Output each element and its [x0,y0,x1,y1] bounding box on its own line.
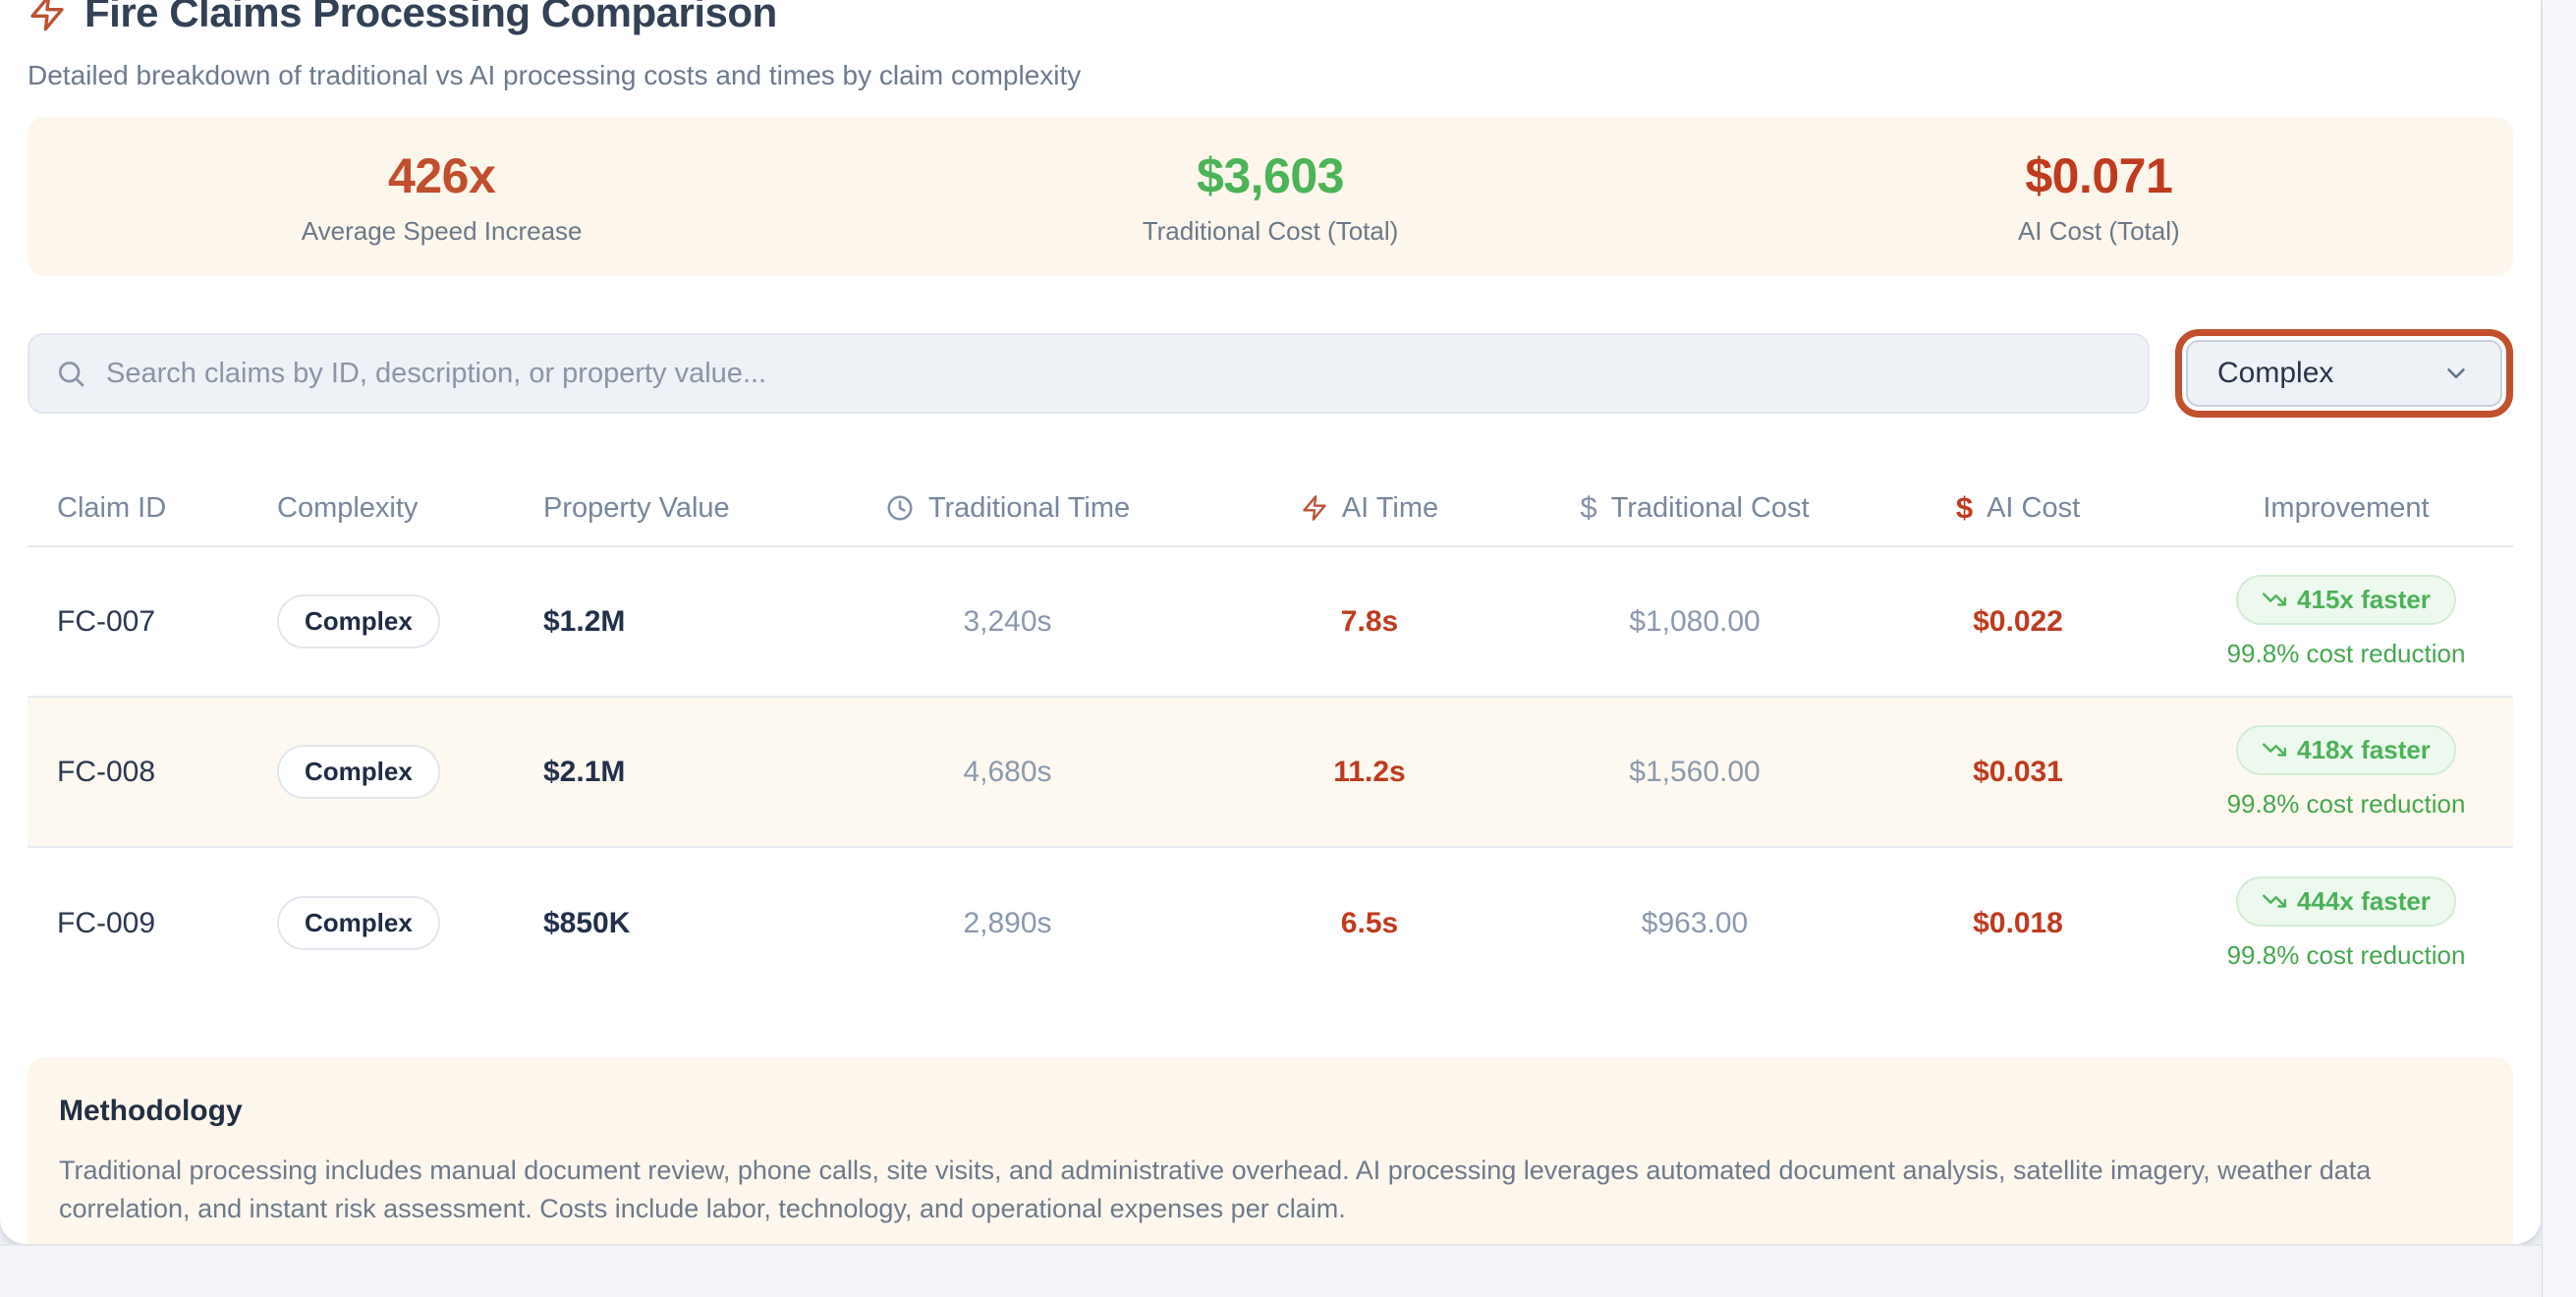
stat-label: AI Cost (Total) [2017,215,2180,246]
search-input[interactable] [106,357,2122,390]
ai-time-cell: 6.5s [1340,906,1399,939]
improvement-cell: 444x faster 99.8% cost reduction [2179,875,2513,971]
column-header-improvement: Improvement [2263,491,2430,524]
traditional-time-cell: 3,240s [963,604,1052,638]
main-card: Fire Claims Processing Comparison Detail… [0,0,2541,1244]
trending-down-icon [2263,743,2287,757]
property-value-cell: $850K [543,906,631,939]
zap-icon [1303,495,1326,521]
table-row: FC-007 Complex $1.2M 3,240s 7.8s $1,080.… [28,547,2513,698]
chevron-down-icon [2447,368,2465,378]
ai-time-cell: 7.8s [1340,604,1399,638]
column-header-claim-id: Claim ID [57,491,167,524]
ai-time-cell: 11.2s [1333,755,1406,788]
stat-ai-cost: $0.071 AI Cost (Total) [1685,147,2513,247]
zap-icon [30,0,64,31]
speed-badge: 418x faster [2236,724,2456,775]
speed-badge: 444x faster [2236,875,2456,927]
speed-badge-label: 415x faster [2297,584,2431,614]
traditional-cost-cell: $1,080.00 [1629,604,1761,638]
property-value-cell: $2.1M [543,755,626,788]
complexity-cell: Complex [253,594,514,648]
improvement-cell: 415x faster 99.8% cost reduction [2179,574,2513,669]
complexity-cell: Complex [253,745,514,799]
methodology-heading: Methodology [59,1095,243,1127]
column-header-property-value: Property Value [543,491,730,524]
cost-reduction-label: 99.8% cost reduction [2226,638,2466,668]
complexity-filter-focus-ring: Complex [2175,329,2513,418]
stat-value: 426x [388,147,496,203]
complexity-badge: Complex [277,594,440,648]
complexity-filter-select[interactable]: Complex [2186,340,2502,407]
stat-value: $0.071 [2025,147,2173,203]
controls-row: Complex [28,329,2513,418]
table-body: FC-007 Complex $1.2M 3,240s 7.8s $1,080.… [28,547,2513,998]
complexity-cell: Complex [253,896,514,950]
methodology-body: Traditional processing includes manual d… [59,1156,2372,1224]
property-value-cell: $1.2M [543,604,626,638]
traditional-time-cell: 2,890s [963,906,1052,939]
page-background [0,1244,2576,1297]
speed-badge: 415x faster [2236,574,2456,625]
search-icon [59,362,84,387]
scrollbar-track[interactable] [2542,0,2576,1297]
column-header-traditional-cost: $ Traditional Cost [1580,490,1810,525]
stat-speed-increase: 426x Average Speed Increase [28,147,856,247]
complexity-filter-value: Complex [2217,357,2334,389]
ai-cost-cell: $0.031 [1973,755,2063,788]
trending-down-icon [2263,894,2287,908]
methodology-card: Methodology Traditional processing inclu… [28,1057,2513,1244]
table-row: FC-008 Complex $2.1M 4,680s 11.2s $1,560… [28,698,2513,848]
trending-down-icon [2263,592,2287,606]
clock-icon [887,495,913,521]
column-header-traditional-time: Traditional Time [809,492,1206,525]
page-title: Fire Claims Processing Comparison [28,0,2513,36]
stat-traditional-cost: $3,603 Traditional Cost (Total) [856,147,1684,247]
table-row: FC-009 Complex $850K 2,890s 6.5s $963.00… [28,848,2513,998]
page-title-text: Fire Claims Processing Comparison [84,0,777,35]
claim-id-cell: FC-008 [57,755,156,788]
improvement-cell: 418x faster 99.8% cost reduction [2179,724,2513,819]
column-header-ai-time: AI Time [1206,492,1533,525]
traditional-time-cell: 4,680s [963,755,1052,788]
stat-value: $3,603 [1197,147,1344,203]
ai-cost-cell: $0.018 [1973,906,2063,939]
stats-banner: 426x Average Speed Increase $3,603 Tradi… [28,117,2513,276]
claim-id-cell: FC-007 [57,604,156,638]
claim-id-cell: FC-009 [57,906,156,939]
cost-reduction-label: 99.8% cost reduction [2226,939,2466,970]
cost-reduction-label: 99.8% cost reduction [2226,788,2466,818]
traditional-cost-cell: $963.00 [1641,906,1749,939]
speed-badge-label: 418x faster [2297,734,2431,764]
column-header-complexity: Complexity [277,491,419,524]
speed-badge-label: 444x faster [2297,885,2431,916]
search-box[interactable] [28,333,2150,414]
complexity-badge: Complex [277,745,440,799]
dollar-icon: $ [1580,490,1597,525]
stat-label: Average Speed Increase [301,215,583,246]
stat-label: Traditional Cost (Total) [1142,215,1399,246]
traditional-cost-cell: $1,560.00 [1629,755,1761,788]
complexity-badge: Complex [277,896,440,950]
column-header-ai-cost: $ AI Cost [1955,490,2081,525]
claims-table: Claim ID Complexity Property Value Tradi… [28,471,2513,998]
page-subtitle: Detailed breakdown of traditional vs AI … [28,60,1082,90]
table-header-row: Claim ID Complexity Property Value Tradi… [28,471,2513,547]
dollar-icon: $ [1955,490,1974,525]
ai-cost-cell: $0.022 [1973,604,2063,638]
